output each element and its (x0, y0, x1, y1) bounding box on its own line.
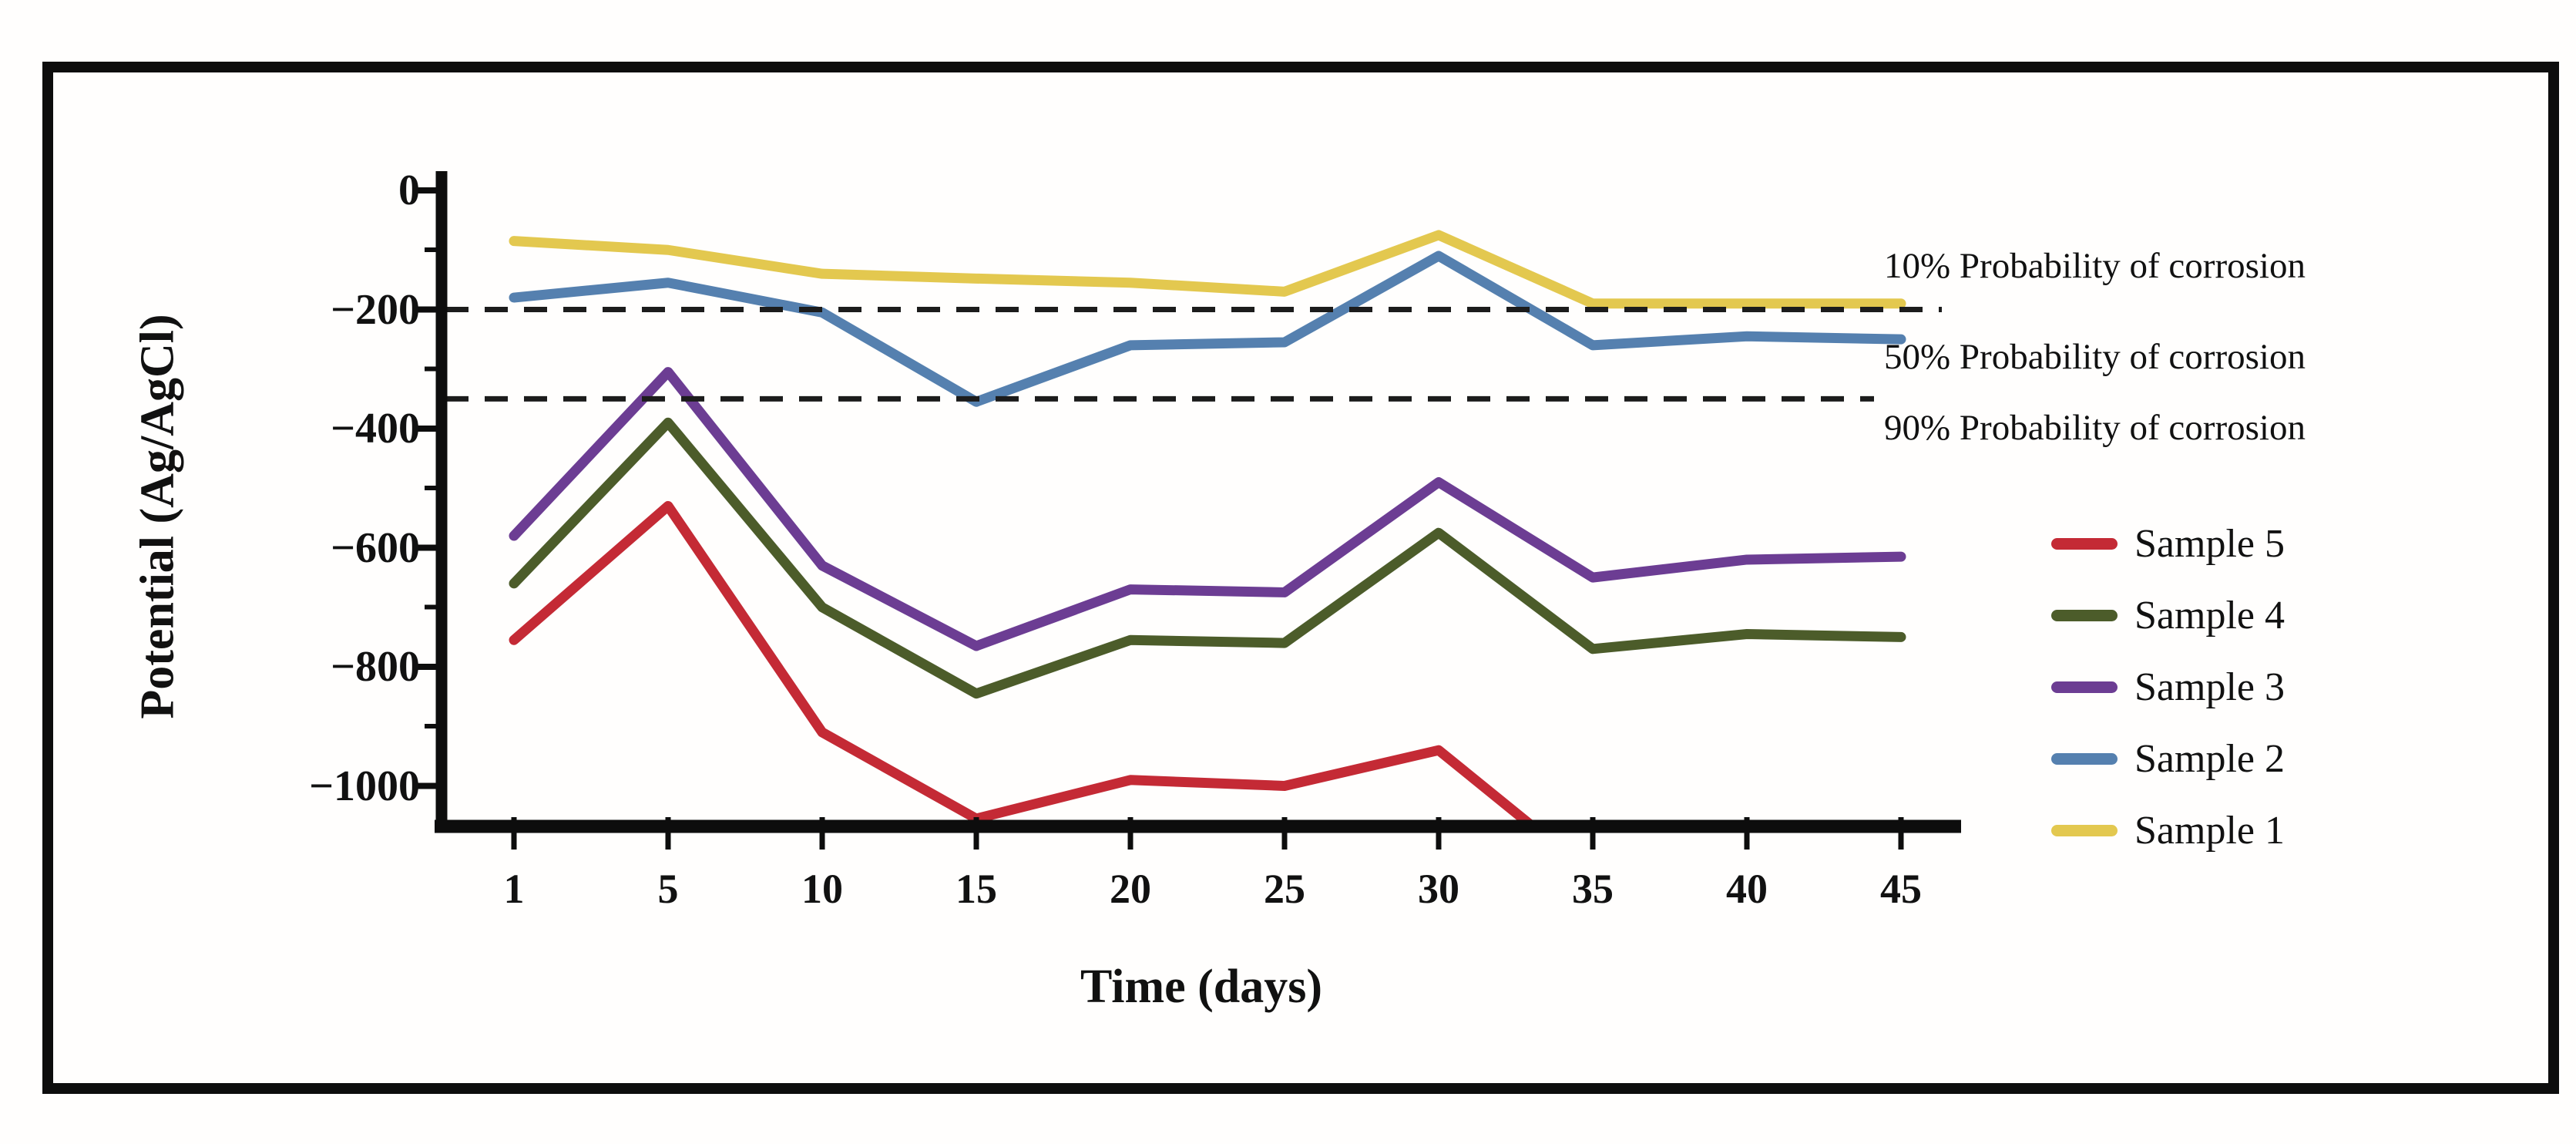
annotation-10pct-corrosion: 10% Probability of corrosion (1884, 246, 2306, 286)
annotation-50pct-corrosion: 50% Probability of corrosion (1884, 337, 2306, 377)
x-tick-label: 15 (956, 866, 997, 912)
x-tick-label: 10 (801, 866, 843, 912)
y-tick-label: −800 (331, 643, 420, 691)
series-line-sample-1 (509, 230, 1906, 309)
x-axis-title: Time (days) (1080, 961, 1323, 1013)
legend-label: Sample 2 (2134, 736, 2285, 781)
series-line-sample-2 (509, 251, 1906, 407)
y-tick-label: 0 (398, 167, 420, 214)
legend-item-sample-2: Sample 2 (2051, 735, 2285, 782)
x-tick-label: 1 (503, 866, 525, 912)
series-line-sample-5 (509, 500, 1541, 826)
legend-item-sample-3: Sample 3 (2051, 664, 2285, 710)
legend-line-swatch-sample-2 (2051, 752, 2118, 765)
y-axis-title: Potential (Ag/AgCl) (131, 314, 184, 719)
legend-item-sample-4: Sample 4 (2051, 592, 2285, 638)
legend-label: Sample 5 (2134, 521, 2285, 566)
series-line-sample-3 (509, 367, 1906, 651)
x-tick-label: 35 (1572, 866, 1614, 912)
legend-item-sample-5: Sample 5 (2051, 520, 2285, 567)
y-tick-label: −200 (331, 285, 420, 334)
legend-line-swatch-sample-1 (2051, 824, 2118, 836)
x-tick-label: 40 (1726, 866, 1768, 912)
legend-label: Sample 1 (2134, 808, 2285, 853)
x-tick-label: 25 (1264, 866, 1305, 912)
legend-label: Sample 3 (2134, 665, 2285, 709)
x-tick-label: 5 (657, 866, 679, 912)
y-tick-label: −400 (331, 405, 420, 453)
legend-line-swatch-sample-5 (2051, 537, 2118, 550)
y-tick-label: −600 (331, 523, 420, 572)
x-tick-label: 30 (1418, 866, 1459, 912)
series-line-sample-4 (509, 417, 1906, 699)
legend-line-swatch-sample-4 (2051, 609, 2118, 621)
x-tick-label: 20 (1110, 866, 1151, 912)
x-tick-label: 45 (1880, 866, 1922, 912)
legend-item-sample-1: Sample 1 (2051, 807, 2285, 853)
figure-border-frame (42, 62, 2559, 1094)
y-tick-label: −1000 (309, 762, 420, 810)
legend-label: Sample 4 (2134, 593, 2285, 638)
annotation-90pct-corrosion: 90% Probability of corrosion (1884, 408, 2306, 448)
legend-line-swatch-sample-3 (2051, 681, 2118, 693)
